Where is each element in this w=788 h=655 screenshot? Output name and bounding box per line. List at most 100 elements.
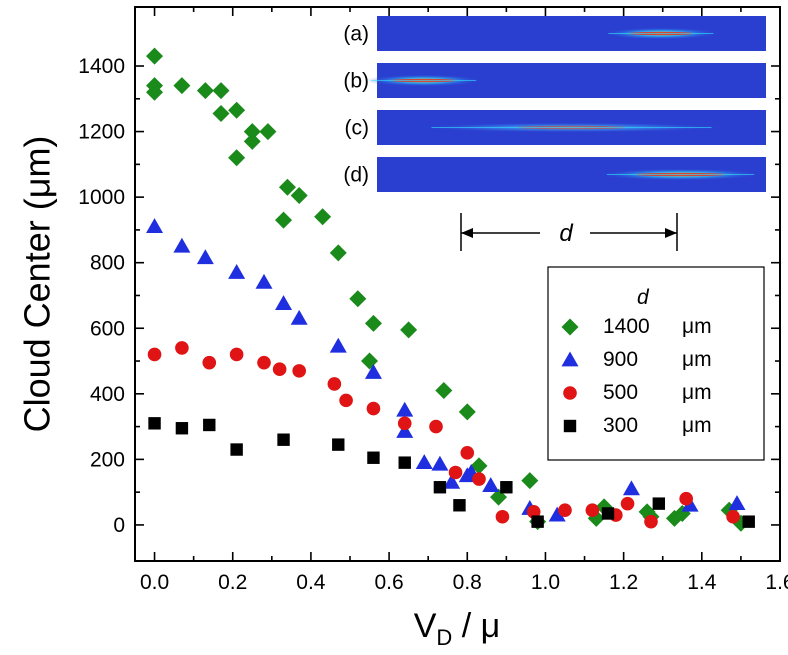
x-tick-label: 1.0	[531, 571, 560, 594]
inset-cloud-images: (a) (b) (c) (d)	[343, 16, 766, 192]
x-tick-label: 1.2	[609, 571, 638, 594]
legend-marker-triangle	[561, 351, 579, 367]
data-point-diamond	[259, 123, 277, 141]
data-point-diamond	[196, 82, 214, 100]
data-point-triangle	[548, 506, 566, 522]
data-point-diamond	[243, 132, 261, 150]
x-axis-label: VD / μ	[414, 607, 501, 650]
data-point-diamond	[212, 82, 230, 100]
data-point-triangle	[396, 423, 414, 438]
data-point-triangle	[290, 309, 308, 325]
x-tick-label: 1.4	[687, 571, 717, 594]
inset-panel: (a)	[343, 16, 766, 51]
data-point-diamond	[361, 352, 379, 370]
legend-unit: μm	[682, 348, 712, 371]
legend-label: 900	[603, 348, 638, 371]
data-point-triangle	[146, 218, 164, 234]
data-point-circle	[726, 509, 740, 524]
data-point-diamond	[146, 83, 164, 101]
y-axis: 0 200 400 600 800 1000 1200 1400	[78, 55, 780, 537]
plot-border	[134, 6, 781, 562]
data-point-triangle	[364, 364, 382, 379]
data-point-square	[601, 507, 615, 520]
data-point-triangle	[482, 477, 500, 492]
data-point-triangle	[173, 237, 191, 253]
data-point-square	[230, 443, 243, 456]
data-point-circle	[366, 401, 381, 416]
data-point-square	[203, 418, 216, 432]
data-point-square	[531, 515, 544, 528]
data-point-diamond	[458, 403, 476, 421]
data-point-square	[652, 497, 666, 510]
data-point-diamond	[314, 208, 332, 226]
legend-entries: 1400 μm 900 μm 500 μm 300 μm	[561, 315, 712, 437]
y-tick-label: 0	[113, 514, 125, 537]
data-point-circle	[679, 491, 693, 506]
data-point-triangle	[196, 249, 214, 265]
data-point-circle	[257, 355, 271, 370]
data-point-diamond	[228, 149, 246, 167]
legend-title: d	[637, 286, 650, 309]
data-point-circle	[585, 503, 600, 517]
plot-frame	[134, 6, 781, 562]
x-tick-label: 0.8	[453, 571, 482, 594]
x-tick-label: 1.6	[765, 571, 788, 594]
data-point-circle	[526, 505, 541, 519]
data-point-square	[398, 456, 411, 469]
y-tick-label: 400	[90, 383, 125, 406]
data-point-circle	[448, 465, 463, 480]
legend-unit: μm	[682, 381, 712, 404]
data-point-diamond	[329, 244, 347, 262]
legend-marker-circle	[563, 386, 577, 400]
data-point-diamond	[275, 211, 293, 229]
data-point-diamond	[146, 47, 164, 65]
x-axis-label-main: V	[414, 607, 437, 645]
data-point-circle	[429, 419, 443, 434]
data-point-triangle	[275, 295, 293, 311]
data-point-circle	[558, 503, 572, 517]
data-point-diamond	[243, 123, 261, 141]
data-point-triangle	[443, 473, 461, 489]
legend-box	[547, 266, 765, 461]
legend: d 1400 μm 900 μm 500 μm 300 μm	[547, 266, 765, 461]
x-tick-label: 0.2	[218, 571, 247, 594]
data-point-triangle	[329, 337, 347, 353]
inset-panel-label: (a)	[343, 23, 369, 46]
legend-marker-square	[563, 419, 577, 433]
inset-panel: (d)	[343, 157, 766, 192]
data-point-triangle	[396, 401, 414, 417]
data-point-circle	[327, 377, 342, 391]
data-point-diamond	[521, 472, 539, 490]
data-point-square	[742, 515, 755, 528]
inset-panel-label: (c)	[345, 117, 370, 140]
data-point-diamond	[435, 382, 453, 400]
data-point-diamond	[212, 105, 230, 123]
data-point-square	[332, 438, 345, 451]
legend-label: 300	[603, 414, 638, 437]
data-point-circle	[202, 355, 217, 370]
data-point-square	[175, 422, 189, 435]
data-point-circle	[175, 341, 189, 355]
legend-marker-diamond	[561, 318, 579, 336]
data-point-square	[367, 451, 380, 464]
legend-unit: μm	[682, 315, 712, 338]
data-points	[146, 47, 755, 532]
data-point-diamond	[638, 503, 656, 521]
dimension-arrow: d	[460, 213, 678, 251]
y-axis-label: Cloud Center (μm)	[17, 136, 58, 433]
series-300-um	[148, 417, 755, 528]
legend-label: 1400	[603, 315, 650, 338]
data-point-circle	[644, 514, 658, 529]
data-point-triangle	[431, 455, 449, 471]
data-point-circle	[460, 446, 475, 460]
x-tick-label: 0.6	[374, 571, 403, 594]
data-point-diamond	[470, 457, 488, 475]
inset-panel: (c)	[345, 110, 766, 145]
data-point-square	[500, 481, 513, 494]
data-point-circle	[495, 509, 510, 524]
y-tick-label: 1200	[78, 121, 125, 144]
x-axis-label-subscript: D	[436, 625, 452, 650]
y-tick-label: 800	[90, 252, 125, 275]
data-point-diamond	[290, 186, 308, 204]
